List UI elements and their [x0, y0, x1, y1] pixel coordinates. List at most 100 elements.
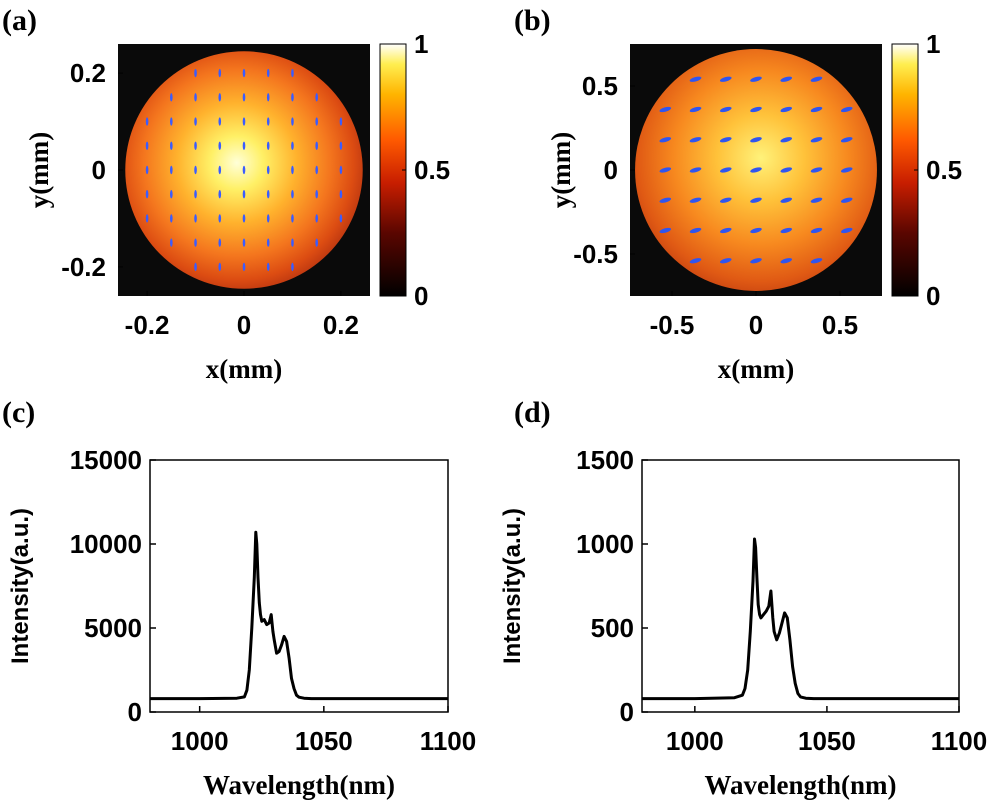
beam-group — [125, 51, 363, 289]
polarization-ellipse — [840, 137, 853, 143]
colorbar — [891, 43, 919, 297]
polarization-ellipse — [315, 117, 318, 126]
polarization-ellipse — [194, 117, 197, 126]
polarization-ellipse — [291, 93, 294, 102]
polarization-ellipse — [242, 117, 246, 126]
panel-label-c: (c) — [2, 396, 35, 429]
polarization-ellipse — [194, 238, 197, 247]
polarization-ellipse — [780, 167, 793, 173]
x-tick-label: 0.2 — [323, 310, 359, 340]
polarization-ellipse — [339, 190, 343, 199]
polarization-ellipse — [315, 214, 318, 223]
polarization-ellipse — [750, 258, 762, 264]
polarization-ellipse — [810, 167, 823, 173]
polarization-ellipse — [145, 165, 149, 175]
polarization-ellipse — [266, 262, 270, 272]
x-tick-label: 1050 — [798, 726, 856, 756]
polarization-ellipse — [719, 167, 732, 173]
polarization-ellipse — [719, 258, 732, 264]
polarization-ellipse — [266, 141, 270, 150]
polarization-ellipse — [750, 197, 762, 203]
polarization-ellipse — [810, 197, 823, 203]
polarization-ellipse — [719, 197, 732, 203]
polarization-ellipse — [170, 190, 173, 199]
x-axis-label: x(mm) — [206, 354, 282, 384]
y-tick-label: 0.5 — [582, 71, 618, 101]
colorbar-tick-label: 0 — [926, 281, 940, 311]
colorbar-tick-label: 1 — [926, 29, 940, 59]
x-tick-label: 1100 — [420, 726, 476, 756]
polarization-ellipse — [266, 68, 270, 78]
polarization-ellipse — [339, 214, 343, 223]
x-axis-label: Wavelength(nm) — [705, 770, 897, 800]
polarization-ellipse — [218, 117, 222, 126]
polarization-ellipse — [719, 76, 732, 82]
x-tick-label: -0.5 — [650, 310, 695, 340]
panel-b-beam-profile: -0.5 0 0.5 0.5 0 -0.5 x(mm) y(mm) 1 0.5 0 — [546, 29, 962, 384]
y-tick-label: 0 — [128, 697, 142, 727]
polarization-ellipse — [689, 258, 702, 264]
polarization-ellipse — [218, 214, 222, 223]
polarization-ellipse — [218, 190, 222, 199]
polarization-ellipse — [266, 117, 270, 126]
polarization-ellipse — [218, 93, 222, 102]
polarization-ellipse — [266, 93, 270, 102]
polarization-ellipse — [840, 106, 853, 113]
polarization-ellipse — [194, 190, 197, 199]
polarization-ellipse — [689, 106, 702, 113]
polarization-ellipse — [242, 190, 246, 199]
beam-group — [635, 49, 877, 291]
polarization-ellipse — [194, 165, 197, 175]
polarization-ellipse — [218, 262, 222, 272]
polarization-ellipse — [780, 227, 793, 234]
polarization-ellipse — [315, 238, 318, 247]
polarization-ellipse — [291, 190, 294, 199]
polarization-ellipse — [266, 238, 270, 247]
spectrum-line — [642, 537, 959, 701]
panel-c-spectrum: 1000 1050 1100 0 5000 10000 15000 Wavelength(nm… — [7, 445, 476, 800]
polarization-ellipse — [780, 197, 793, 203]
x-tick-label: 1050 — [295, 726, 353, 756]
polarization-ellipse — [840, 227, 853, 234]
x-axis-label: x(mm) — [718, 354, 794, 384]
polarization-ellipse — [750, 137, 762, 143]
polarization-ellipse — [242, 262, 246, 272]
x-tick-label: 1000 — [666, 726, 724, 756]
polarization-ellipse — [689, 137, 702, 143]
y-tick-label: 0 — [620, 697, 634, 727]
x-tick-label: 1000 — [171, 726, 229, 756]
polarization-ellipse — [291, 214, 294, 223]
polarization-ellipse — [750, 227, 762, 234]
y-tick-label: 10000 — [70, 529, 142, 559]
polarization-ellipse — [242, 93, 246, 102]
colorbar-tick-label: 0 — [414, 281, 428, 311]
polarization-ellipse — [780, 137, 793, 143]
polarization-ellipse — [242, 68, 246, 78]
polarization-ellipse — [689, 197, 702, 203]
polarization-ellipse — [145, 214, 149, 223]
polarization-ellipse — [218, 165, 222, 175]
polarization-ellipse — [145, 141, 149, 150]
polarization-ellipse — [719, 227, 732, 234]
polarization-ellipse — [780, 106, 793, 113]
polarization-ellipse — [291, 238, 294, 247]
polarization-ellipse — [339, 117, 343, 126]
y-tick-label: 15000 — [70, 445, 142, 475]
polarization-ellipse — [810, 76, 823, 82]
polarization-ellipse — [291, 141, 294, 150]
y-tick-label: 0.2 — [70, 58, 106, 88]
panel-label-a: (a) — [2, 4, 37, 37]
polarization-ellipse — [170, 141, 173, 150]
polarization-ellipse — [291, 165, 294, 175]
polarization-ellipse — [659, 167, 672, 173]
polarization-ellipse — [810, 137, 823, 143]
polarization-ellipse — [194, 214, 197, 223]
y-tick-label: 500 — [591, 613, 634, 643]
panel-label-b: (b) — [514, 4, 551, 37]
y-tick-label: 5000 — [84, 613, 142, 643]
polarization-ellipse — [810, 106, 823, 113]
x-tick-label: 1100 — [931, 726, 987, 756]
x-tick-label: 0 — [749, 310, 763, 340]
polarization-ellipse — [339, 165, 343, 175]
